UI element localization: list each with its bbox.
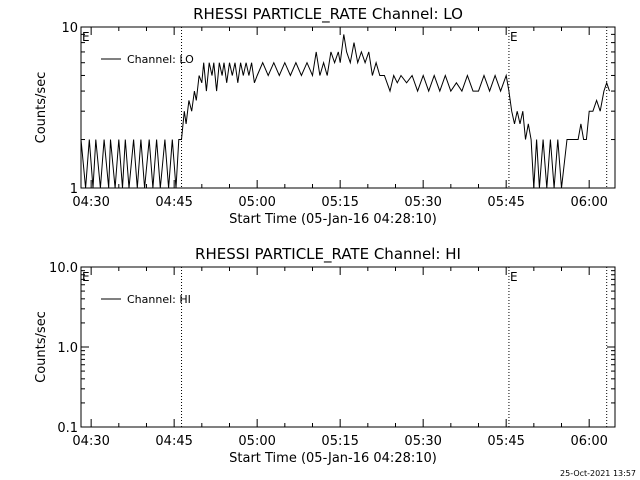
x-tick-label: 06:00 — [570, 195, 607, 210]
y-axis-label: Counts/sec — [34, 311, 49, 383]
x-tick-label: 06:00 — [570, 434, 607, 449]
x-tick-label: 05:00 — [238, 434, 275, 449]
chart-title: RHESSI PARTICLE_RATE Channel: HI — [195, 245, 461, 264]
legend-label: Channel: LO — [127, 53, 194, 66]
y-axis-label: Counts/sec — [34, 72, 49, 144]
chart-panel-1: RHESSI PARTICLE_RATE Channel: LO 04:30 04:… — [34, 5, 616, 227]
chart-title: RHESSI PARTICLE_RATE Channel: LO — [193, 5, 463, 24]
x-axis-label: Start Time (05-Jan-16 04:28:10) — [229, 451, 437, 466]
x-tick-label: 04:45 — [155, 434, 192, 449]
y-tick-label: 1 — [70, 182, 78, 197]
footer-timestamp: 25-Oct-2021 13:57 — [560, 469, 636, 478]
event-marker-label: E — [510, 270, 518, 284]
x-tick-label: 04:45 — [155, 195, 192, 210]
x-tick-label: 05:45 — [487, 434, 524, 449]
x-tick-label: 05:00 — [238, 195, 275, 210]
y-tick-label: 1.0 — [57, 341, 78, 356]
x-tick-label: 05:45 — [487, 195, 524, 210]
y-tick-label: 10 — [61, 21, 78, 36]
x-tick-label: 05:30 — [404, 434, 441, 449]
y-tick-label: 0.1 — [57, 421, 78, 436]
chart-panel-2: RHESSI PARTICLE_RATE Channel: HI 04:30 04:… — [34, 245, 616, 466]
x-tick-label: 04:30 — [72, 195, 109, 210]
y-tick-label: 10.0 — [49, 261, 78, 276]
legend-label: Channel: HI — [127, 293, 191, 306]
x-tick-label: 04:30 — [72, 434, 109, 449]
event-marker-label: E — [510, 30, 518, 44]
corner-label: E — [82, 30, 90, 44]
series-line — [80, 34, 610, 189]
x-tick-label: 05:15 — [321, 434, 358, 449]
x-tick-label: 05:15 — [321, 195, 358, 210]
x-tick-label: 05:30 — [404, 195, 441, 210]
corner-label: E — [82, 270, 90, 284]
x-axis-label: Start Time (05-Jan-16 04:28:10) — [229, 212, 437, 227]
plot-frame — [80, 266, 616, 428]
plot-frame — [80, 26, 616, 189]
